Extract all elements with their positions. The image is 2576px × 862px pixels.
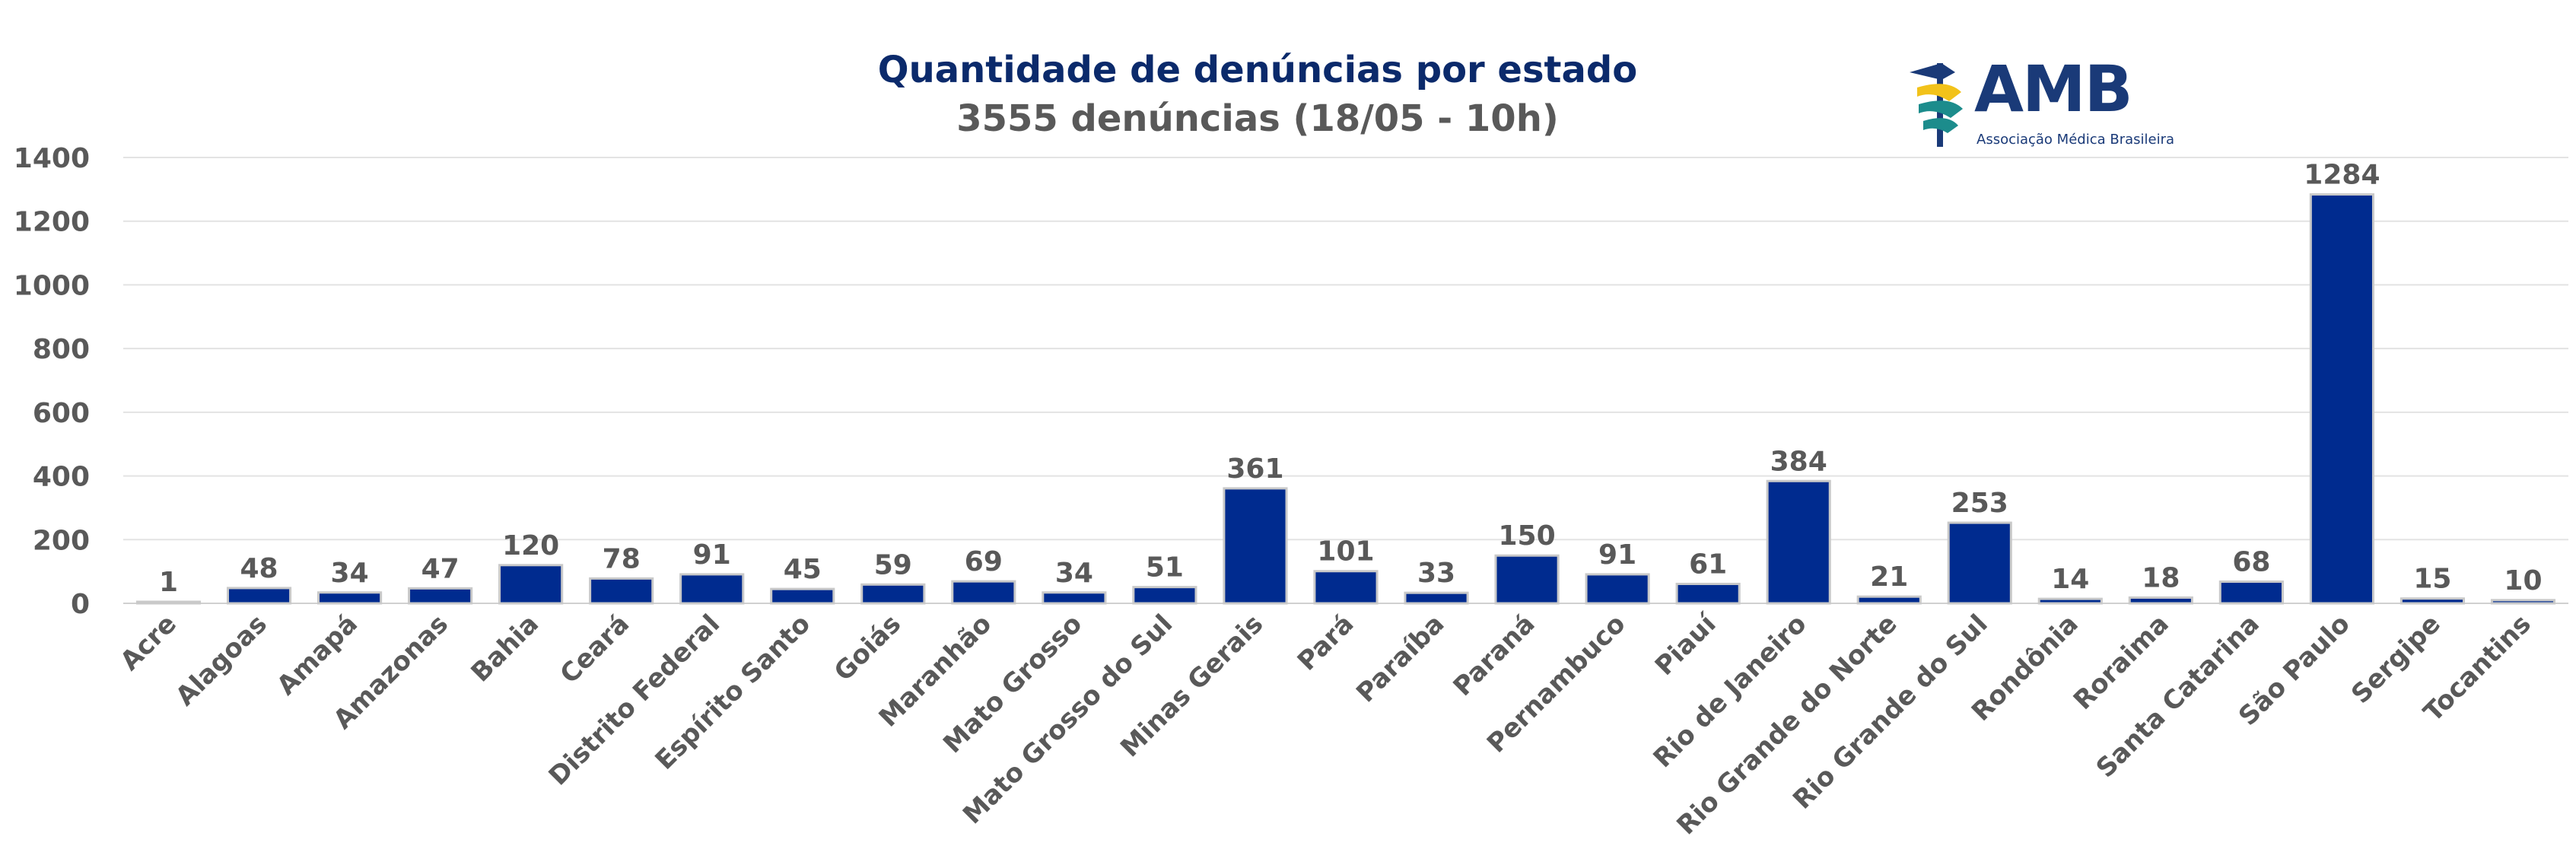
y-axis-ticks: 0 200 400 600 800 1000 1200 1400 (14, 143, 90, 620)
amb-logo: AMB Associação Médica Brasileira (1902, 52, 2174, 152)
logo-subtext: Associação Médica Brasileira (1977, 132, 2175, 148)
bar (770, 587, 835, 605)
x-tick-label: Paraíba (1350, 609, 1450, 708)
bar (1585, 573, 1650, 605)
data-label: 150 (1498, 520, 1555, 552)
data-label: 33 (1417, 558, 1455, 589)
logo-text: AMB (1974, 52, 2133, 126)
data-label: 1 (159, 567, 178, 598)
bar (408, 587, 473, 605)
bars (135, 193, 2556, 605)
bar (498, 564, 564, 605)
bar (679, 573, 745, 605)
y-tick-label: 1400 (14, 143, 90, 174)
bar (1856, 595, 1922, 605)
bar (135, 600, 202, 605)
data-label: 47 (421, 553, 460, 584)
bar (2399, 597, 2466, 605)
data-label: 78 (603, 543, 641, 574)
data-label: 51 (1146, 552, 1184, 584)
y-tick-label: 1200 (14, 207, 90, 238)
data-label: 15 (2413, 564, 2451, 595)
data-labels: 1 48 34 47 120 78 91 45 59 69 34 51 361 101 33 150 91 61 3… (159, 160, 2543, 598)
x-tick-label: Distrito Federal (543, 609, 726, 791)
bar (317, 591, 383, 605)
bar (1766, 479, 1831, 605)
bar (1042, 591, 1107, 605)
data-label: 253 (1951, 488, 2008, 519)
bar (1404, 591, 1469, 605)
data-label: 34 (331, 558, 369, 589)
bar (1223, 487, 1288, 605)
y-tick-label: 0 (71, 589, 90, 620)
data-label: 14 (2051, 564, 2089, 595)
bar (951, 580, 1016, 605)
data-label: 68 (2232, 547, 2270, 578)
x-tick-label: Acre (115, 609, 183, 676)
x-tick-label: Bahia (466, 609, 545, 688)
y-tick-label: 600 (33, 398, 90, 429)
x-tick-label: Alagoas (170, 609, 273, 712)
bar (1313, 570, 1379, 605)
data-label: 48 (240, 553, 278, 584)
x-tick-label: Rio de Janeiro (1648, 609, 1813, 774)
x-tick-label: Amapá (271, 609, 364, 701)
chart-title: Quantidade de denúncias por estado (878, 49, 1637, 91)
data-label: 59 (874, 549, 912, 580)
x-tick-label: Goiás (828, 609, 907, 687)
data-label: 45 (784, 554, 822, 585)
data-label: 61 (1689, 549, 1727, 580)
data-label: 34 (1055, 558, 1093, 589)
x-tick-label: Piauí (1649, 607, 1723, 681)
y-tick-label: 800 (33, 334, 90, 365)
data-label: 18 (2142, 562, 2180, 593)
caduceus-ribbon-icon (1910, 63, 1963, 147)
y-tick-label: 400 (33, 462, 90, 493)
data-label: 10 (2504, 565, 2542, 596)
data-label: 120 (502, 530, 559, 561)
bar (2309, 193, 2374, 605)
bar (860, 583, 926, 605)
bar (2218, 580, 2284, 605)
x-tick-label: Paraná (1448, 609, 1541, 702)
bar (1132, 586, 1197, 605)
bar (1675, 582, 1741, 605)
bar (589, 577, 654, 605)
data-label: 384 (1770, 446, 1827, 477)
bar (1494, 554, 1560, 605)
gridlines (123, 157, 2568, 604)
data-label: 69 (965, 546, 1003, 577)
data-label: 1284 (2304, 160, 2380, 191)
data-label: 21 (1870, 561, 1908, 593)
x-tick-label: Santa Catarina (2091, 609, 2266, 784)
bar (2490, 599, 2556, 605)
data-label: 91 (1598, 539, 1636, 571)
y-tick-label: 200 (33, 525, 90, 556)
bar (1947, 521, 2012, 605)
bar (2128, 596, 2193, 605)
bar (2037, 597, 2103, 605)
data-label: 91 (693, 539, 731, 571)
x-tick-label: Ceará (555, 609, 636, 690)
y-tick-label: 1000 (14, 270, 90, 301)
data-label: 361 (1226, 453, 1283, 485)
x-tick-label: Pará (1292, 609, 1360, 677)
chart-subtitle: 3555 denúncias (18/05 - 10h) (956, 97, 1559, 140)
x-tick-label: Espírito Santo (650, 609, 817, 776)
data-label: 101 (1317, 536, 1374, 568)
bar (226, 587, 292, 605)
